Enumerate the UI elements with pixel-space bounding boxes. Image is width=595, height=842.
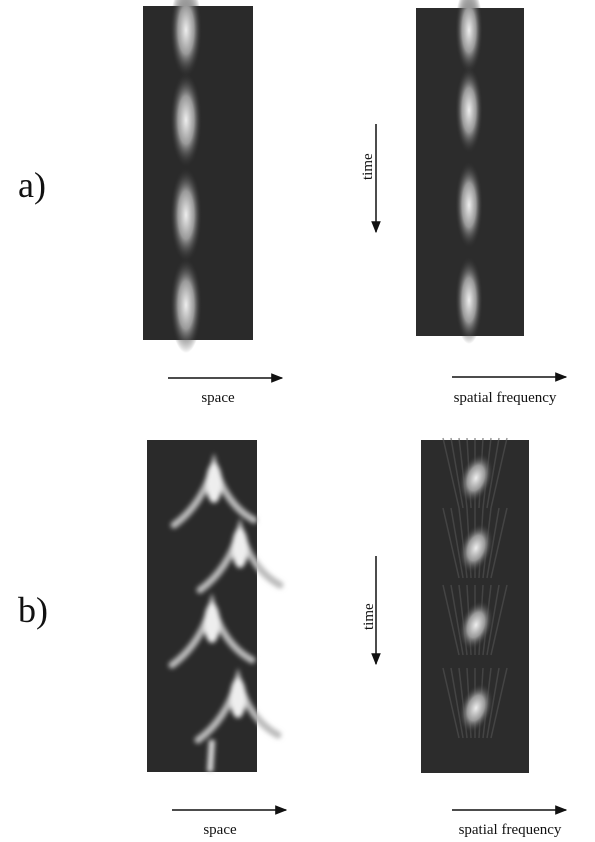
- pattern-shape: [232, 528, 248, 568]
- pattern-shape: [455, 0, 483, 74]
- intensity-pattern: [168, 452, 284, 773]
- time-label: time: [361, 603, 377, 630]
- pattern-shape: [230, 678, 246, 718]
- pattern-shape: [455, 256, 483, 344]
- pattern-shape: [458, 682, 494, 734]
- pattern-shape: [455, 161, 483, 249]
- intensity-pattern: [455, 0, 483, 344]
- pattern-shape: [170, 0, 202, 78]
- pattern-shape: [490, 667, 508, 739]
- pattern-shape: [458, 452, 494, 504]
- axis-label: space: [201, 390, 235, 406]
- pattern-shape: [206, 463, 222, 503]
- pattern-shape: [170, 257, 202, 353]
- axis-label: space: [203, 822, 237, 838]
- axis-label: spatial frequency: [454, 390, 557, 406]
- pattern-shape: [458, 599, 494, 651]
- pattern-shape: [207, 739, 215, 773]
- pattern-shape: [455, 66, 483, 154]
- pattern-shape: [442, 584, 460, 656]
- pattern-shape: [490, 507, 508, 579]
- time-label: time: [360, 153, 376, 180]
- pattern-shape: [442, 667, 460, 739]
- pattern-shape: [442, 507, 460, 579]
- pattern-shape: [490, 437, 508, 509]
- pattern-shape: [458, 522, 494, 574]
- intensity-pattern: [170, 0, 202, 353]
- axis-label: spatial frequency: [459, 822, 562, 838]
- panel-label: b): [18, 590, 48, 630]
- pattern-shape: [170, 72, 202, 168]
- pattern-shape: [442, 437, 460, 509]
- pattern-shape: [204, 603, 220, 643]
- pattern-shape: [490, 584, 508, 656]
- pattern-shape: [170, 167, 202, 263]
- intensity-pattern: [442, 437, 508, 739]
- panel-label: a): [18, 165, 46, 205]
